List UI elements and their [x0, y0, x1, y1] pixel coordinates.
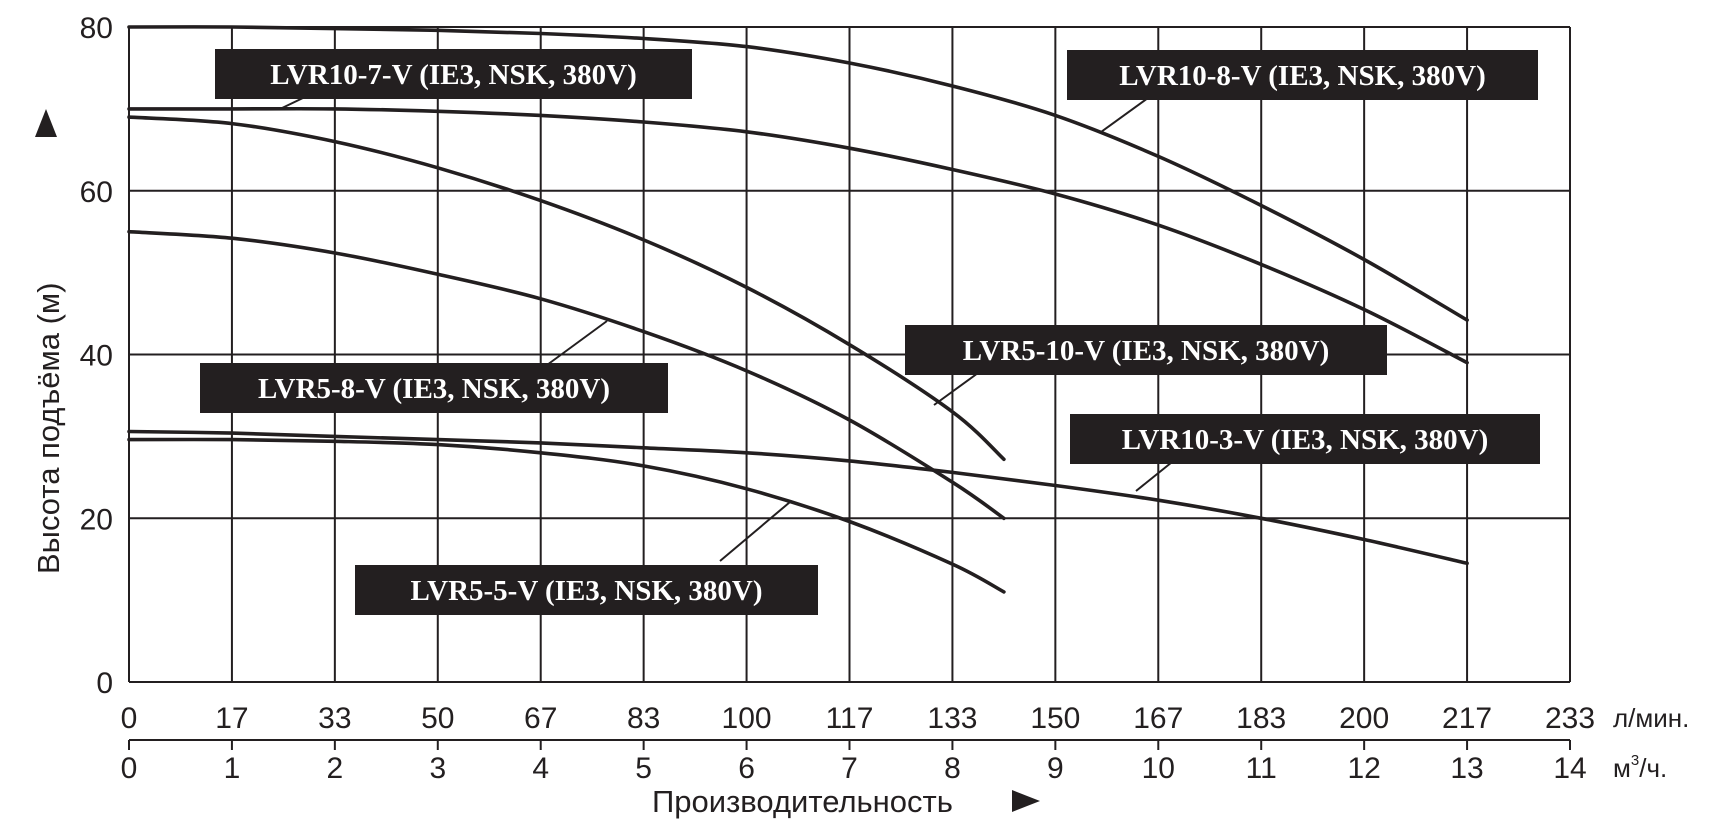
x-primary-tick-label: 33 [318, 702, 351, 735]
series-curve [127, 429, 1469, 566]
x-axis-title-text: Производительность [652, 784, 953, 819]
series-label-box [1067, 50, 1538, 100]
y-axis-title: Высота подъёма (м) [31, 109, 66, 574]
series-label: LVR5-10-V (IE3, NSK, 380V) [963, 335, 1330, 367]
x-secondary-tick-label: 8 [944, 752, 961, 785]
x-secondary-tick-label: 9 [1047, 752, 1064, 785]
x-secondary-tick-label: 1 [224, 752, 241, 785]
x-primary-tick-label: 233 [1545, 702, 1595, 735]
x-secondary-tick-label: 2 [327, 752, 344, 785]
series-label: LVR5-8-V (IE3, NSK, 380V) [258, 373, 610, 405]
series-label-leader [933, 372, 979, 406]
x-secondary-unit: м3/ч. [1613, 752, 1667, 783]
series-label-leader [719, 501, 791, 562]
curves [127, 25, 1469, 594]
x-secondary-tick-label: 0 [121, 752, 138, 785]
x-secondary-tick-label: 5 [635, 752, 652, 785]
x-axis-title: Производительность [652, 784, 1040, 819]
x-primary-tick-label: 50 [421, 702, 454, 735]
series-label-leader [546, 320, 608, 366]
series-label-box [905, 325, 1387, 375]
y-tick-label: 80 [80, 12, 113, 45]
series-label-box [1070, 414, 1540, 464]
x-secondary-tick-label: 10 [1142, 752, 1175, 785]
x-primary-tick-label: 67 [524, 702, 557, 735]
y-axis-title-text: Высота подъёма (м) [31, 282, 66, 574]
series-curve [127, 115, 1006, 462]
y-tick-label: 0 [96, 667, 113, 700]
x-secondary-tick-label: 4 [532, 752, 549, 785]
x-primary-tick-label: 0 [121, 702, 138, 735]
series-curve [127, 106, 1469, 365]
x-primary-tick-label: 167 [1133, 702, 1183, 735]
y-axis-arrow-icon [35, 109, 57, 137]
x-primary-tick-label: 133 [927, 702, 977, 735]
series-curve [127, 25, 1469, 322]
x-secondary-tick-label: 13 [1450, 752, 1483, 785]
series-curve [127, 437, 1006, 594]
series-label: LVR10-7-V (IE3, NSK, 380V) [270, 59, 637, 91]
x-primary-tick-label: 83 [627, 702, 660, 735]
x-primary-tick-label: 183 [1236, 702, 1286, 735]
x-secondary-tick-label: 6 [738, 752, 755, 785]
series-label-box [200, 363, 668, 413]
x-primary-tick-label: 117 [826, 702, 874, 735]
x-primary-tick-label: 100 [722, 702, 772, 735]
series-label-box [355, 565, 818, 615]
x-primary-tick-label: 200 [1339, 702, 1389, 735]
x-primary-tick-label: 17 [215, 702, 248, 735]
series-labels: LVR10-8-V (IE3, NSK, 380V) LVR10-7-V (IE3… [200, 49, 1540, 615]
x-secondary-tick-label: 14 [1553, 752, 1586, 785]
x-primary-unit: л/мин. [1613, 703, 1689, 733]
x-secondary-tick-label: 3 [429, 752, 446, 785]
x-primary-tick-label: 217 [1442, 702, 1492, 735]
x-axis-arrow-icon [1012, 790, 1040, 812]
series-label-box [215, 49, 692, 99]
x-secondary-tick-label: 7 [841, 752, 858, 785]
series-label: LVR5-5-V (IE3, NSK, 380V) [410, 575, 762, 607]
series-curve [127, 229, 1006, 521]
series-label-leader [1100, 97, 1149, 133]
x-secondary-tick-label: 12 [1347, 752, 1380, 785]
series-label: LVR10-3-V (IE3, NSK, 380V) [1122, 424, 1489, 456]
y-tick-label: 20 [80, 503, 113, 536]
x-secondary-tick-label: 11 [1246, 752, 1277, 785]
x-primary-tick-label: 150 [1030, 702, 1080, 735]
y-tick-label: 40 [80, 340, 113, 373]
y-tick-label: 60 [80, 176, 113, 209]
series-label: LVR10-8-V (IE3, NSK, 380V) [1119, 60, 1486, 92]
